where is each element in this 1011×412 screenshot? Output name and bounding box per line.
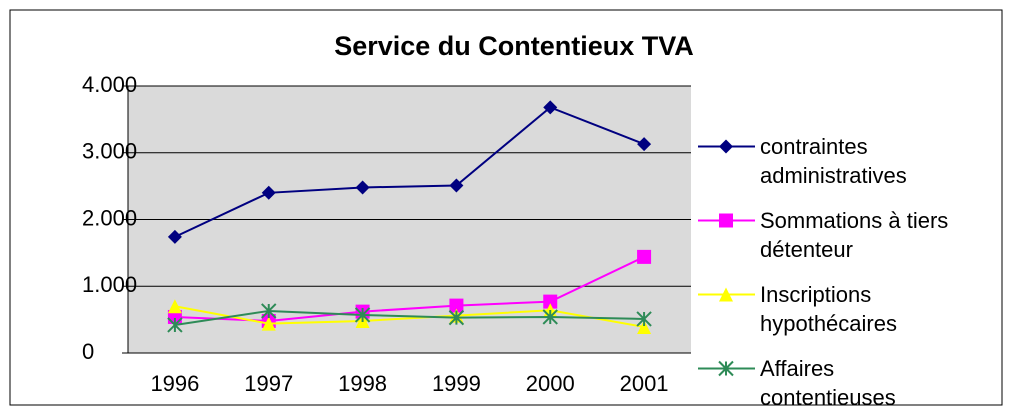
x-tick-label: 1999 (432, 371, 481, 396)
marker (261, 185, 276, 200)
marker (718, 360, 734, 377)
legend-label: Inscriptions hypothécaires (760, 282, 897, 336)
x-tick-label: 2001 (620, 371, 669, 396)
marker (261, 303, 277, 319)
y-tick-label: 4.000 (82, 72, 137, 97)
y-tick-label: 3.000 (82, 139, 137, 164)
marker (719, 287, 733, 302)
marker (636, 311, 652, 327)
legend-label: contraintes administratives (760, 134, 907, 188)
marker (637, 319, 652, 334)
chart-title: Service du Contentieux TVA (334, 31, 694, 61)
series-line (174, 309, 645, 326)
marker (719, 139, 733, 154)
series-line (174, 106, 645, 238)
x-tick-label: 2000 (526, 371, 575, 396)
marker (167, 317, 183, 333)
marker (719, 213, 733, 228)
series-line (174, 305, 645, 328)
marker (543, 294, 558, 309)
legend-label: Affaires contentieuses (760, 356, 896, 410)
y-tick-label: 0 (82, 339, 94, 364)
marker (449, 178, 464, 193)
marker (448, 309, 465, 326)
x-tick-label: 1997 (244, 371, 293, 396)
marker (637, 137, 652, 152)
x-tick-label: 1996 (150, 371, 199, 396)
marker (167, 229, 182, 244)
marker (637, 249, 652, 264)
legend: contraintes administratives Sommations à … (760, 132, 975, 412)
title-box (298, 28, 730, 68)
marker (261, 316, 276, 331)
marker (449, 298, 464, 313)
marker (543, 100, 558, 115)
y-tick-label: 2.000 (82, 205, 137, 230)
x-tick-label: 1998 (338, 371, 387, 396)
marker (354, 307, 371, 323)
marker (542, 309, 558, 325)
marker (167, 299, 182, 314)
marker (355, 180, 370, 195)
legend-label: Sommations à tiers détenteur (760, 208, 949, 262)
y-tick-label: 1.000 (82, 272, 137, 297)
